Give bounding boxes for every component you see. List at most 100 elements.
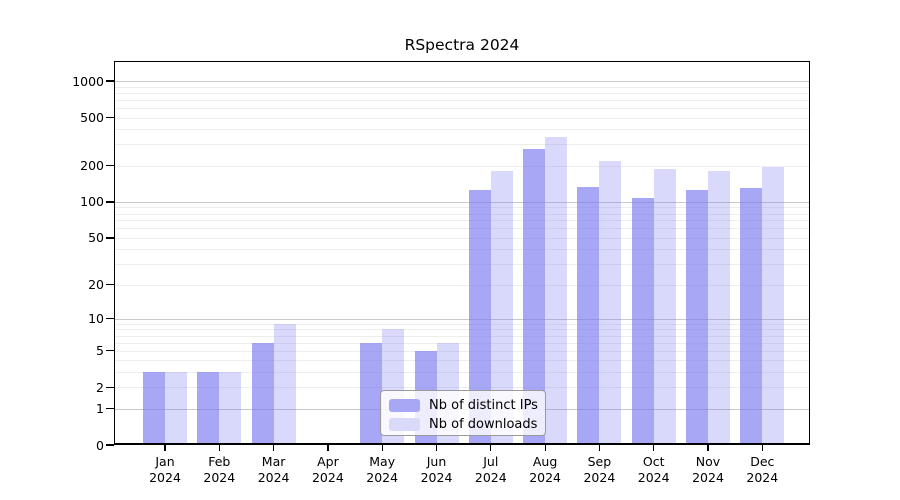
bar-ips-mar — [251, 342, 274, 445]
gridline-90 — [114, 207, 810, 209]
y-tick-200 — [106, 165, 114, 167]
x-tick-jan — [164, 445, 166, 451]
gridline-4 — [114, 360, 810, 362]
gridline-9 — [114, 323, 810, 325]
bar-downloads-oct — [653, 169, 676, 445]
bar-ips-nov — [686, 189, 708, 445]
legend-label-distinct-ips: Nb of distinct IPs — [429, 397, 538, 413]
x-tick-label-aug: Aug 2024 — [529, 454, 561, 485]
gridline-70 — [114, 220, 810, 222]
x-tick-sep — [598, 445, 601, 451]
gridline-700 — [114, 99, 810, 101]
y-tick-500 — [106, 116, 114, 119]
gridline-10 — [114, 318, 810, 320]
legend-item-downloads: Nb of downloads — [389, 416, 537, 432]
x-tick-may — [381, 445, 383, 451]
y-tick-label-100: 100 — [80, 194, 104, 210]
bar-downloads-jul — [490, 170, 513, 445]
x-tick-label-oct: Oct 2024 — [637, 454, 670, 485]
legend: Nb of distinct IPs Nb of downloads — [380, 390, 546, 436]
x-tick-label-nov: Nov 2024 — [692, 454, 724, 485]
gridline-600 — [114, 107, 810, 109]
bar-downloads-mar — [273, 323, 296, 445]
x-tick-label-feb: Feb 2024 — [203, 454, 236, 485]
x-tick-label-may: May 2024 — [366, 454, 399, 485]
y-tick-0 — [106, 444, 114, 446]
grid-layer — [114, 61, 810, 445]
gridline-30 — [114, 264, 810, 266]
y-tick-5 — [106, 350, 114, 352]
bar-downloads-aug — [545, 137, 568, 445]
x-tick-feb — [218, 445, 220, 451]
legend-item-distinct-ips: Nb of distinct IPs — [389, 397, 538, 413]
bar-downloads-nov — [708, 170, 730, 445]
gridline-8 — [114, 329, 810, 331]
bar-ips-jan — [143, 372, 165, 445]
y-tick-2 — [106, 386, 114, 388]
bar-downloads-jan — [165, 372, 187, 445]
gridline-400 — [114, 129, 810, 131]
y-tick-1 — [106, 407, 114, 410]
gridline-20 — [114, 284, 810, 286]
x-tick-apr — [327, 445, 329, 451]
bar-ips-aug — [523, 148, 546, 445]
bar-ips-jul — [468, 189, 491, 445]
y-tick-10 — [106, 318, 114, 320]
x-tick-aug — [544, 445, 546, 451]
y-tick-label-50: 50 — [88, 230, 104, 246]
y-tick-label-1: 1 — [96, 401, 104, 416]
gridline-100 — [114, 201, 810, 203]
x-tick-dec — [761, 445, 763, 451]
bar-ips-dec — [740, 188, 763, 445]
gridline-5 — [114, 350, 810, 352]
x-tick-jul — [490, 445, 492, 451]
y-tick-label-0: 0 — [96, 437, 104, 453]
y-tick-label-200: 200 — [80, 158, 104, 174]
x-tick-mar — [273, 445, 275, 451]
x-tick-label-mar: Mar 2024 — [257, 454, 290, 485]
x-tick-label-jul: Jul 2024 — [474, 454, 507, 485]
legend-label-downloads: Nb of downloads — [429, 416, 538, 432]
x-tick-label-dec: Dec 2024 — [746, 454, 779, 485]
x-tick-oct — [653, 445, 655, 451]
y-tick-1000 — [106, 80, 114, 82]
bar-downloads-dec — [762, 166, 785, 445]
y-tick-label-2: 2 — [96, 379, 104, 395]
y-tick-20 — [106, 284, 114, 286]
bar-ips-oct — [631, 197, 654, 445]
legend-swatch-distinct-ips — [389, 398, 420, 412]
gridline-7 — [114, 335, 810, 337]
plot-area: Nb of distinct IPs Nb of downloads — [114, 61, 810, 445]
y-tick-label-5: 5 — [96, 343, 104, 359]
x-tick-label-apr: Apr 2024 — [311, 454, 344, 485]
gridline-50 — [114, 237, 810, 239]
gridline-200 — [114, 165, 810, 167]
y-tick-label-1000: 1000 — [72, 73, 104, 89]
y-tick-100 — [106, 201, 114, 203]
bar-downloads-sep — [599, 160, 622, 445]
bar-ips-may — [360, 342, 383, 445]
x-tick-label-sep: Sep 2024 — [583, 454, 616, 485]
bar-ips-feb — [197, 372, 220, 445]
x-tick-jun — [435, 445, 438, 451]
y-tick-label-500: 500 — [80, 110, 104, 125]
y-tick-label-20: 20 — [88, 277, 104, 293]
x-tick-nov — [707, 445, 709, 451]
bars-layer — [114, 61, 810, 445]
y-tick-50 — [106, 237, 114, 239]
gridline-40 — [114, 249, 810, 251]
chart-title: RSpectra 2024 — [404, 36, 520, 54]
gridline-6 — [114, 342, 810, 344]
gridline-60 — [114, 228, 810, 230]
gridline-80 — [114, 213, 810, 215]
legend-swatch-downloads — [389, 417, 420, 431]
y-tick-label-10: 10 — [88, 311, 104, 327]
gridline-800 — [114, 92, 810, 94]
gridline-900 — [114, 86, 810, 88]
bar-ips-sep — [577, 186, 600, 445]
x-tick-label-jan: Jan 2024 — [149, 454, 181, 485]
bar-downloads-feb — [219, 372, 242, 445]
gridline-3 — [114, 372, 810, 373]
gridline-500 — [114, 117, 810, 119]
